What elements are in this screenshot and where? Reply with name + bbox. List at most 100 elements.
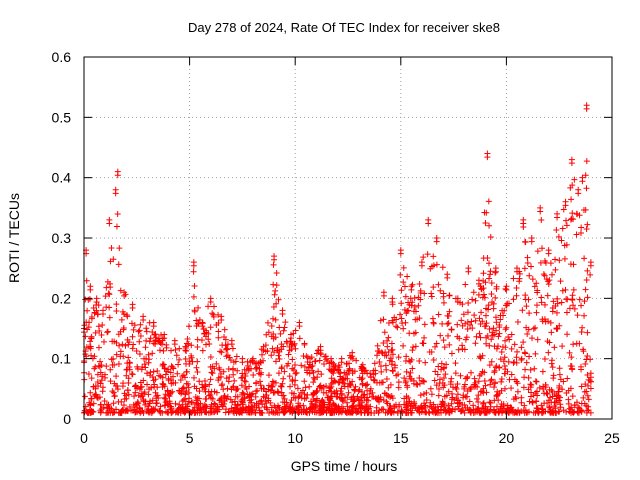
roti-point (384, 337, 391, 344)
roti-point (433, 261, 440, 268)
roti-point (288, 397, 295, 404)
roti-point (573, 340, 580, 347)
roti-point (273, 300, 280, 307)
roti-point (137, 384, 144, 391)
roti-point (480, 255, 487, 262)
roti-point (105, 401, 112, 408)
axis-ticks: 0 0.1 0.2 0.3 0.4 0.5 0.6 0 5 10 15 20 25 (52, 49, 620, 446)
roti-point (276, 324, 283, 331)
roti-point (99, 321, 106, 328)
roti-point (488, 291, 495, 298)
roti-point (159, 380, 166, 387)
roti-point (577, 229, 584, 236)
roti-peak-point (579, 178, 586, 185)
roti-point (280, 375, 287, 382)
roti-point (304, 409, 311, 416)
roti-point (440, 374, 447, 381)
roti-point (525, 374, 532, 381)
roti-point (145, 403, 152, 410)
roti-point (390, 409, 397, 416)
roti-point (466, 407, 473, 414)
roti-point (87, 343, 94, 350)
roti-point (143, 337, 150, 344)
roti-point (312, 358, 319, 365)
y-tick-label: 0.1 (52, 351, 72, 367)
roti-point (395, 384, 402, 391)
roti-point (541, 390, 548, 397)
roti-point (185, 323, 192, 330)
roti-point (183, 360, 190, 367)
roti-point (582, 361, 589, 368)
roti-point (250, 372, 257, 379)
roti-point (402, 293, 409, 300)
roti-point (516, 409, 523, 416)
roti-point (353, 357, 360, 364)
roti-point (224, 385, 231, 392)
roti-point (488, 280, 495, 287)
roti-point (225, 378, 232, 385)
roti-point (578, 224, 585, 231)
roti-point (493, 363, 500, 370)
roti-point (293, 369, 300, 376)
roti-point (553, 227, 560, 234)
roti-point (133, 348, 140, 355)
roti-point (428, 391, 435, 398)
roti-point (430, 253, 437, 260)
roti-point (567, 385, 574, 392)
roti-point (539, 318, 546, 325)
roti-point (525, 326, 532, 333)
roti-point (427, 385, 434, 392)
roti-point (196, 378, 203, 385)
roti-point (205, 303, 212, 310)
roti-point (520, 384, 527, 391)
roti-point (498, 409, 505, 416)
roti-point (88, 407, 95, 414)
roti-point (432, 343, 439, 350)
roti-point (82, 333, 89, 340)
roti-point (124, 387, 131, 394)
roti-point (470, 409, 477, 416)
roti-point (207, 353, 214, 360)
roti-point (184, 336, 191, 343)
roti-point (536, 384, 543, 391)
roti-point (217, 396, 224, 403)
roti-point (103, 284, 110, 291)
roti-point (319, 403, 326, 410)
roti-point (396, 401, 403, 408)
roti-point (461, 385, 468, 392)
roti-point (557, 404, 564, 411)
roti-point (316, 357, 323, 364)
roti-point (424, 251, 431, 258)
roti-point (107, 258, 114, 265)
roti-point (350, 398, 357, 405)
roti-point (407, 295, 414, 302)
roti-point (550, 409, 557, 416)
roti-point (202, 341, 209, 348)
roti-point (446, 308, 453, 315)
roti-point (309, 408, 316, 415)
y-tick-label: 0 (63, 411, 71, 427)
roti-point (265, 372, 272, 379)
roti-point (259, 401, 266, 408)
roti-peak-point (328, 359, 335, 366)
roti-peak-point (150, 323, 157, 330)
roti-point (381, 390, 388, 397)
y-tick-label: 0.2 (52, 290, 72, 306)
roti-point (195, 320, 202, 327)
roti-point (295, 409, 302, 416)
roti-point (421, 290, 428, 297)
roti-point (278, 389, 285, 396)
roti-point (552, 303, 559, 310)
roti-point (412, 316, 419, 323)
roti-point (421, 408, 428, 415)
y-tick-label: 0.5 (52, 109, 72, 125)
roti-point (113, 301, 120, 308)
roti-point (522, 292, 529, 299)
roti-point (189, 399, 196, 406)
roti-point (110, 389, 117, 396)
roti-point (246, 365, 253, 372)
roti-point (520, 339, 527, 346)
roti-point (563, 296, 570, 303)
roti-point (301, 340, 308, 347)
roti-point (343, 370, 350, 377)
